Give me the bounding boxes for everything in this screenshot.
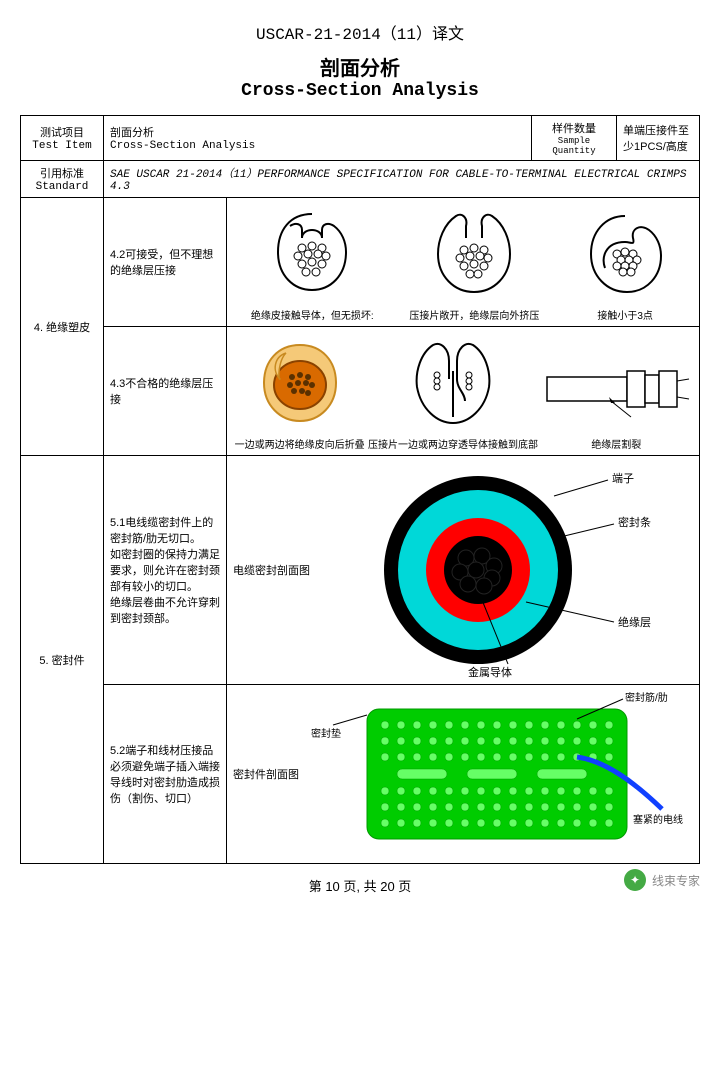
standard-val: SAE USCAR 21-2014（11）PERFORMANCE SPECIFI… [104, 161, 700, 198]
sample-label-en: Sample Quantity [538, 136, 610, 156]
svg-text:绝缘层: 绝缘层 [618, 615, 651, 629]
s5r1-figtitle: 电缆密封剖面图 [233, 562, 310, 578]
seal-component-diagram: 密封垫 密封筋/肋 塞紧的电线 [307, 689, 687, 859]
section5-side: 5. 密封件 [21, 456, 104, 864]
page-footer: 第 10 页, 共 20 页 [20, 876, 700, 895]
test-item-val-en: Cross-Section Analysis [110, 140, 525, 152]
svg-text:塞紧的电线: 塞紧的电线 [633, 813, 683, 826]
svg-text:密封条: 密封条 [618, 515, 651, 529]
svg-text:金属导体: 金属导体 [468, 665, 512, 679]
doc-header: USCAR-21-2014（11）译文 [20, 20, 700, 44]
crimp-fail-1 [250, 331, 350, 431]
spec-table: 测试项目 Test Item 剖面分析 Cross-Section Analys… [20, 115, 700, 864]
watermark-text: 线束专家 [652, 872, 700, 889]
s5r2-label: 5.2端子和线材压接品必须避免端子插入端接导线时对密封肋造成损伤（割伤、切口） [104, 685, 227, 864]
test-item-label-zh: 测试项目 [27, 124, 97, 140]
svg-text:密封筋/肋: 密封筋/肋 [625, 691, 668, 704]
s5r2-figtitle: 密封件剖面图 [233, 766, 299, 782]
standard-label-en: Standard [27, 181, 97, 193]
section4-side: 4. 绝缘塑皮 [21, 198, 104, 456]
s4r2-label: 4.3不合格的绝缘层压接 [104, 327, 227, 456]
standard-label-zh: 引用标准 [27, 165, 97, 181]
svg-text:密封垫: 密封垫 [311, 727, 341, 740]
s4r1-cap1: 绝缘皮接触导体，但无损坏: [251, 307, 374, 322]
test-item-label-en: Test Item [27, 140, 97, 152]
s4r1-label: 4.2可接受，但不理想的绝缘层压接 [104, 198, 227, 327]
crimp-diagram-3 [575, 202, 675, 302]
crimp-diagram-2 [424, 202, 524, 302]
wechat-icon: ✦ [624, 869, 646, 891]
cable-seal-cross-section: 端子 密封条 绝缘层 金属导体 [318, 460, 678, 680]
test-item-val-zh: 剖面分析 [110, 124, 525, 140]
s4r2-cap2: 压接片一边或两边穿透导体接触到底部 [368, 436, 538, 451]
s5r1-label: 5.1电线缆密封件上的密封筋/肋无切口。 如密封圈的保持力满足要求，则允许在密封… [104, 456, 227, 685]
crimp-fail-3 [541, 351, 691, 431]
crimp-diagram-1 [262, 202, 362, 302]
watermark: ✦ 线束专家 [624, 869, 700, 891]
s4r2-cap3: 绝缘层割裂 [541, 436, 691, 451]
sample-label-zh: 样件数量 [538, 120, 610, 136]
sample-val: 单端压接件至少1PCS/高度 [617, 116, 700, 161]
s4r2-cap1: 一边或两边将绝缘皮向后折叠 [235, 436, 365, 451]
s4r1-cap3: 接触小于3点 [575, 307, 675, 322]
crimp-fail-2 [403, 331, 503, 431]
s4r1-cap2: 压接片敞开，绝缘层向外挤压 [409, 307, 539, 322]
title-zh: 剖面分析 [20, 52, 700, 81]
svg-text:端子: 端子 [612, 472, 634, 485]
title-en: Cross-Section Analysis [20, 81, 700, 101]
